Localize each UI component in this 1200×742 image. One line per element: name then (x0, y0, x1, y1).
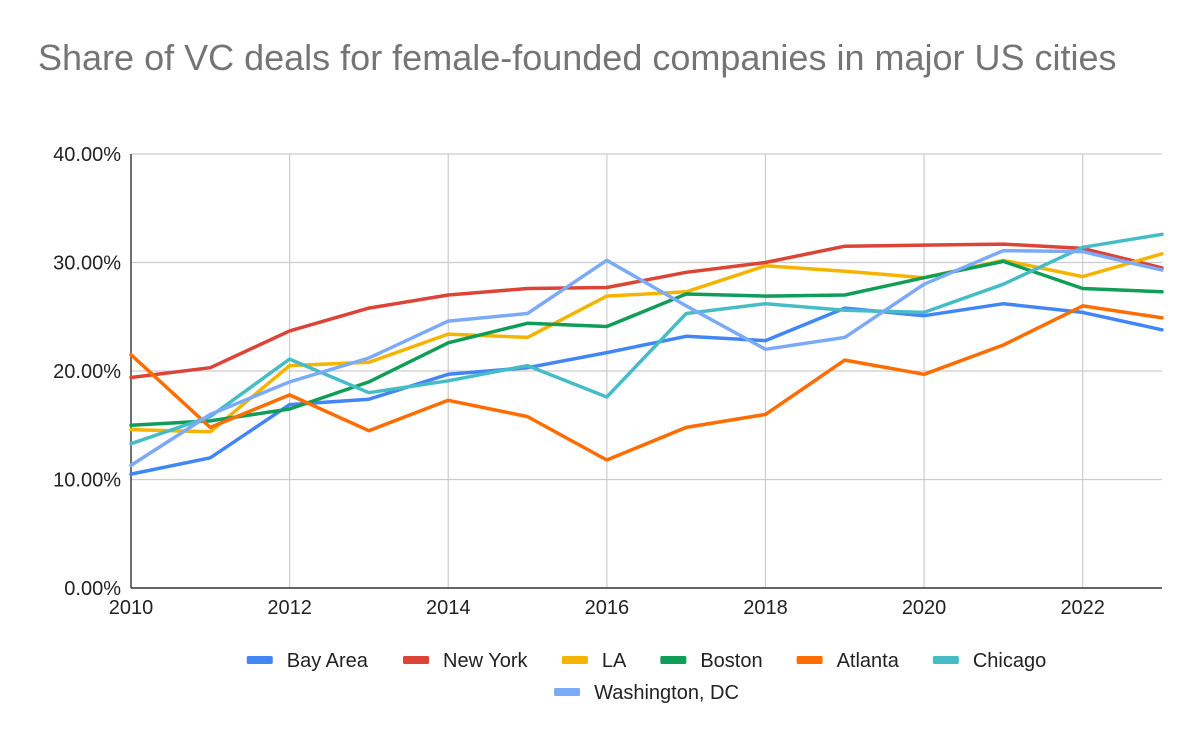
legend-swatch (403, 656, 430, 664)
x-tick-label: 2018 (743, 597, 788, 619)
legend-swatch (561, 656, 588, 664)
axes (130, 154, 1162, 589)
series-line-bay-area (129, 301, 1164, 476)
y-tick-label: 30.00% (53, 253, 121, 275)
legend-item-washington-dc: Washington, DC (554, 682, 739, 704)
series-line-atlanta (129, 304, 1164, 462)
legend-item-bay-area: Bay Area (246, 650, 369, 672)
tick-labels: 0.00% 10.00% 20.00% 30.00% 40.00% 2010 2012 201… (53, 144, 1105, 619)
series-line-boston (129, 259, 1164, 428)
legend-label: New York (443, 650, 528, 672)
legend-swatch (554, 688, 581, 696)
series-lines (129, 232, 1164, 476)
series-line-new-york (129, 242, 1164, 380)
legend-item-la: LA (561, 650, 627, 672)
legend-swatch (796, 656, 823, 664)
legend-label: Bay Area (287, 650, 369, 672)
x-tick-label: 2022 (1060, 597, 1105, 619)
legend-label: LA (602, 650, 627, 672)
x-tick-label: 2012 (267, 597, 312, 619)
legend-item-chicago: Chicago (932, 650, 1046, 672)
series-line-washington-dc (129, 248, 1164, 468)
legend-item-new-york: New York (403, 650, 529, 672)
x-tick-label: 2016 (585, 597, 630, 619)
y-tick-label: 40.00% (53, 144, 121, 166)
y-tick-label: 10.00% (53, 470, 121, 492)
legend-label: Boston (700, 650, 762, 672)
x-tick-label: 2020 (902, 597, 947, 619)
x-tick-label: 2010 (109, 597, 154, 619)
y-tick-label: 20.00% (53, 361, 121, 383)
legend-swatch (660, 656, 687, 664)
legend-swatch (932, 656, 959, 664)
legend-item-boston: Boston (660, 650, 763, 672)
chart-title: Share of VC deals for female-founded com… (38, 37, 1117, 78)
legend-label: Atlanta (837, 650, 900, 672)
legend-swatch (246, 656, 273, 664)
x-tick-label: 2014 (426, 597, 471, 619)
legend-item-atlanta: Atlanta (796, 650, 900, 672)
legend: Bay Area New York LA Boston Atlanta Chicago Wa… (246, 650, 1046, 704)
legend-label: Chicago (973, 650, 1046, 672)
y-tick-label: 0.00% (64, 578, 121, 600)
legend-label: Washington, DC (594, 682, 739, 704)
gridlines (131, 153, 1162, 588)
series-line-chicago (129, 232, 1164, 446)
